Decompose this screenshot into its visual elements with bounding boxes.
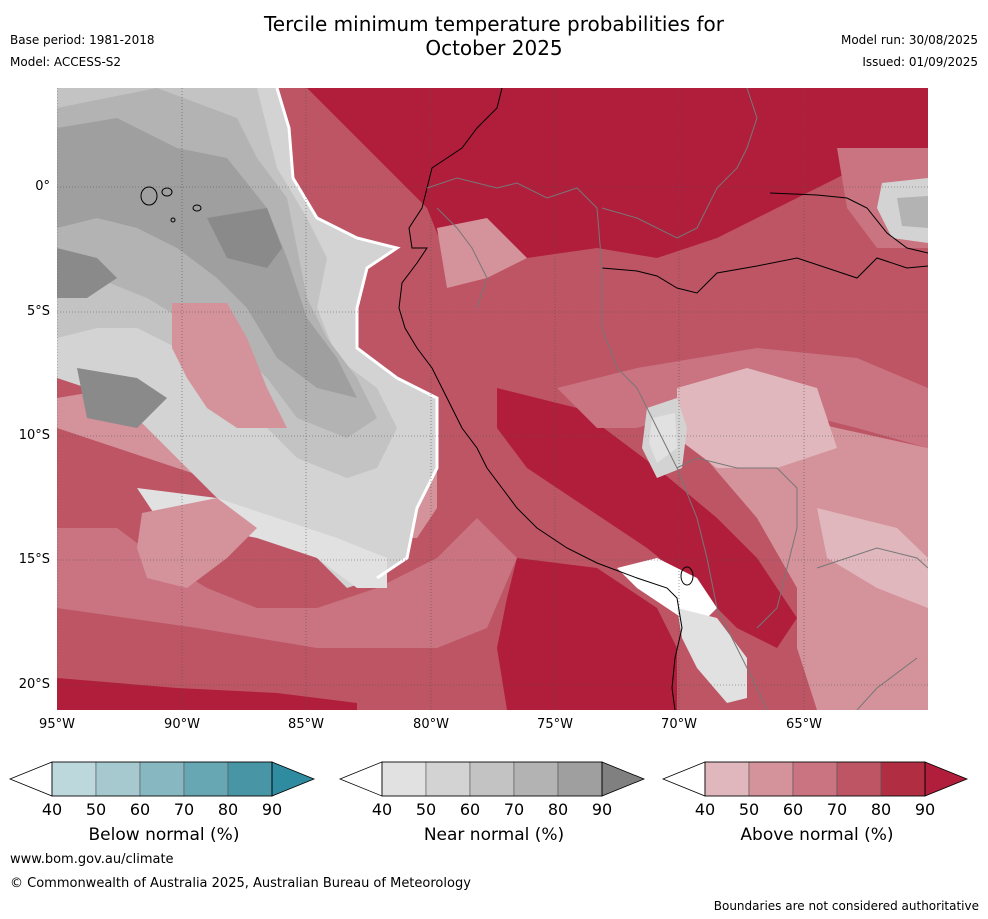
near-normal-80-ocean bbox=[57, 118, 357, 398]
colorbar-tick-label: 40 bbox=[41, 800, 63, 819]
north-coast bbox=[769, 192, 928, 254]
above-normal-50-east-south bbox=[697, 408, 928, 710]
lat-label-5s: 5°S bbox=[26, 304, 50, 319]
lat-label-20s: 20°S bbox=[18, 677, 50, 692]
above-normal-tongue-west bbox=[172, 303, 287, 428]
colorbar-tick-label: 80 bbox=[217, 800, 239, 819]
model-run: Model run: 30/08/2025 bbox=[840, 33, 978, 47]
colorbar-title-near: Near normal (%) bbox=[423, 825, 565, 845]
footer-copyright: © Commonwealth of Australia 2025, Austra… bbox=[10, 876, 471, 891]
colorbar-ticks: 40 50 60 70 80 90 40 50 60 70 80 90 40 50 60 70 80 90 bbox=[0, 800, 988, 822]
colorbar-segment bbox=[836, 761, 882, 797]
lon-label-80w: 80°W bbox=[413, 717, 449, 732]
near-normal-90-ocean bbox=[207, 208, 282, 268]
colorbar-tick-label: 90 bbox=[914, 800, 936, 819]
colorbar-tick-label: 70 bbox=[826, 800, 848, 819]
colorbar-segment bbox=[748, 761, 794, 797]
colorbar-near-normal bbox=[338, 761, 646, 797]
title-line-1: Tercile minimum temperature probabilitie… bbox=[263, 12, 725, 36]
colorbar-tick-label: 50 bbox=[738, 800, 760, 819]
probability-map bbox=[57, 88, 928, 710]
colorbar-segment bbox=[704, 761, 750, 797]
colorbar-segment bbox=[227, 761, 273, 797]
colorbar-tick-label: 60 bbox=[459, 800, 481, 819]
lon-label-65w: 65°W bbox=[786, 717, 822, 732]
colorbar-arrow-high bbox=[271, 761, 316, 797]
above-normal-60-ocean-south bbox=[57, 518, 517, 648]
colorbar-segment bbox=[880, 761, 926, 797]
above-normal-40-bolivia bbox=[677, 368, 837, 468]
colorbar-tick-label: 90 bbox=[591, 800, 613, 819]
colorbar-tick-label: 50 bbox=[415, 800, 437, 819]
colorbar-tick-label: 80 bbox=[547, 800, 569, 819]
near-normal-boundary-line bbox=[275, 88, 439, 580]
header-right: Model run: 30/08/2025 Issued: 01/09/2025 bbox=[841, 29, 978, 73]
colorbar-arrow-high bbox=[601, 761, 646, 797]
near-normal-altiplano bbox=[677, 608, 747, 703]
near-normal-90-ocean-3 bbox=[57, 248, 117, 298]
lon-label-95w: 95°W bbox=[39, 717, 75, 732]
issued-date: Issued: 01/09/2025 bbox=[862, 55, 978, 69]
lon-label-85w: 85°W bbox=[288, 717, 324, 732]
colorbar-segment bbox=[139, 761, 185, 797]
colorbar-segment bbox=[183, 761, 229, 797]
colorbar-title-below: Below normal (%) bbox=[88, 825, 240, 845]
lat-label-10s: 10°S bbox=[18, 428, 50, 443]
colorbar-title-above: Above normal (%) bbox=[740, 825, 894, 845]
colorbar-segment bbox=[469, 761, 515, 797]
coastline-south-america bbox=[398, 88, 683, 710]
above-normal-tongue-south bbox=[137, 498, 257, 588]
colorbar-tick-label: 40 bbox=[694, 800, 716, 819]
lon-label-70w: 70°W bbox=[661, 717, 697, 732]
chart-title: Tercile minimum temperature probabilitie… bbox=[0, 12, 988, 60]
country-borders bbox=[426, 88, 928, 710]
above-normal-80-sw bbox=[57, 678, 357, 710]
colorbar-segment bbox=[425, 761, 471, 797]
above-normal-80-south bbox=[497, 558, 677, 710]
colorbar-tick-label: 80 bbox=[870, 800, 892, 819]
lon-label-75w: 75°W bbox=[537, 717, 573, 732]
near-normal-ne-blob-dark bbox=[897, 196, 928, 228]
near-normal-90-ocean-2 bbox=[77, 368, 167, 428]
model-name: Model: ACCESS-S2 bbox=[10, 55, 122, 69]
low-confidence-altiplano bbox=[617, 558, 717, 628]
header-left: Base period: 1981-2018 Model: ACCESS-S2 bbox=[10, 29, 155, 73]
colorbar-arrow-low bbox=[661, 761, 706, 797]
footer-disclaimer: Boundaries are not considered authoritat… bbox=[713, 899, 979, 913]
above-normal-50-coast bbox=[437, 218, 527, 288]
colorbar-segment bbox=[95, 761, 141, 797]
colorbar-tick-label: 70 bbox=[503, 800, 525, 819]
colorbar-below-normal bbox=[8, 761, 316, 797]
lat-label-15s: 15°S bbox=[18, 552, 50, 567]
colorbar-tick-label: 60 bbox=[129, 800, 151, 819]
colorbar-arrow-low bbox=[8, 761, 53, 797]
amazon-river bbox=[601, 257, 928, 294]
colorbar-segment bbox=[557, 761, 603, 797]
lat-label-0: 0° bbox=[35, 179, 50, 194]
colorbar-arrow-low bbox=[338, 761, 383, 797]
colorbar-above-normal bbox=[661, 761, 969, 797]
colorbar-segment bbox=[792, 761, 838, 797]
base-period: Base period: 1981-2018 bbox=[10, 33, 155, 47]
colorbar-segment bbox=[381, 761, 427, 797]
lon-label-90w: 90°W bbox=[164, 717, 200, 732]
above-normal-80-andes bbox=[497, 388, 797, 648]
lake-titicaca bbox=[680, 566, 694, 586]
colorbar-tick-label: 70 bbox=[173, 800, 195, 819]
colorbar-tick-label: 90 bbox=[261, 800, 283, 819]
colorbar-segment bbox=[51, 761, 97, 797]
colorbar-segment bbox=[513, 761, 559, 797]
above-normal-40-east bbox=[817, 508, 928, 608]
footer-url: www.bom.gov.au/climate bbox=[10, 852, 174, 867]
colorbar-tick-label: 40 bbox=[371, 800, 393, 819]
title-line-2: October 2025 bbox=[425, 36, 563, 60]
colorbar-tick-label: 50 bbox=[85, 800, 107, 819]
galapagos-islands bbox=[140, 186, 202, 223]
colorbar-tick-label: 60 bbox=[782, 800, 804, 819]
colorbar-arrow-high bbox=[924, 761, 969, 797]
